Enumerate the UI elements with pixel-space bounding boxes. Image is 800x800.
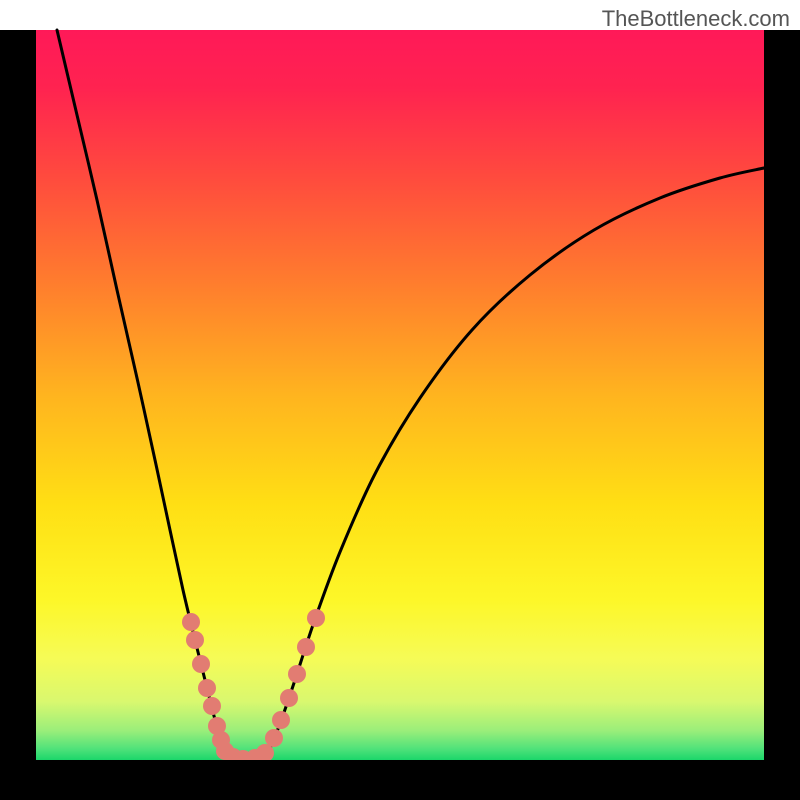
data-marker — [297, 638, 315, 656]
data-marker — [265, 729, 283, 747]
border-left — [0, 30, 36, 800]
data-marker — [288, 665, 306, 683]
chart-container: TheBottleneck.com — [0, 0, 800, 800]
data-marker — [182, 613, 200, 631]
data-marker — [307, 609, 325, 627]
data-marker — [186, 631, 204, 649]
border-right — [764, 30, 800, 800]
border-bottom — [0, 760, 800, 800]
data-marker — [272, 711, 290, 729]
data-marker — [198, 679, 216, 697]
data-marker — [192, 655, 210, 673]
chart-svg — [0, 0, 800, 800]
data-marker — [203, 697, 221, 715]
data-marker — [280, 689, 298, 707]
bottleneck-curve — [57, 30, 764, 759]
